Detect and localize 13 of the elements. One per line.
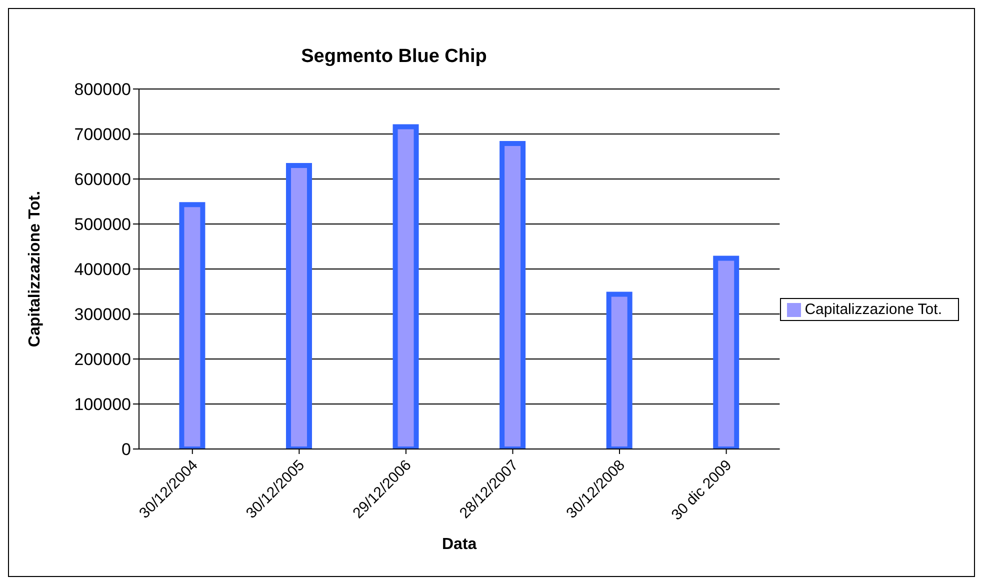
x-axis-title: Data — [442, 536, 477, 553]
chart-title: Segmento Blue Chip — [300, 46, 488, 68]
y-tick-label: 0 — [122, 440, 131, 460]
y-tick-label: 800000 — [74, 80, 131, 100]
y-axis-title: Capitalizzazione Tot. — [26, 190, 44, 348]
y-tick-label: 400000 — [74, 260, 131, 280]
legend-label: Capitalizzazione Tot. — [804, 300, 942, 318]
y-tick-label: 700000 — [74, 125, 131, 144]
y-tick-label: 200000 — [74, 350, 131, 370]
y-tick-label: 500000 — [74, 215, 131, 234]
y-tick-label: 100000 — [74, 395, 131, 414]
y-tick-label: 300000 — [74, 305, 131, 324]
y-tick-label: 600000 — [74, 170, 131, 190]
